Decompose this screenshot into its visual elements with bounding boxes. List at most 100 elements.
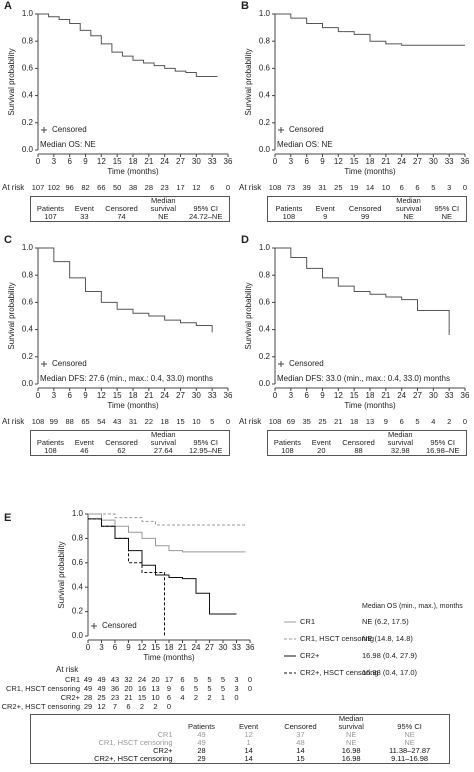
x-tick-label: 0 [273, 391, 278, 400]
x-tick-label: 27 [176, 157, 185, 166]
at-risk-value: 108 [32, 417, 45, 426]
table-cell: 9.11–16.98 [391, 754, 429, 763]
censored-legend: Censored [52, 125, 87, 134]
header-cell: Event [74, 438, 94, 447]
summary-table: Patients Event Censored Median survival 95% … [30, 196, 230, 222]
x-tick-label: 18 [366, 391, 375, 400]
x-tick-label: 12 [97, 391, 106, 400]
at-risk-value: 4 [431, 417, 435, 426]
censor-symbol [278, 127, 284, 133]
y-tick-label: 0.4 [259, 325, 271, 334]
at-risk-value: 0 [226, 417, 230, 426]
y-tick-label: 0.0 [259, 145, 271, 154]
x-tick-label: 3 [289, 391, 294, 400]
x-tick-label: 3 [289, 157, 294, 166]
at-risk-value: 24 [138, 675, 146, 684]
table-row: 108 20 88 32.98 16.98–NE [268, 447, 467, 456]
x-tick-label: 12 [138, 643, 147, 652]
y-tick-label: 0.2 [259, 118, 271, 127]
table-cell: 28 [197, 746, 206, 755]
at-risk-value: 107 [32, 183, 45, 192]
at-risk-value: 0 [463, 183, 467, 192]
table-cell: NE [404, 730, 415, 739]
table-cell: NE [403, 212, 414, 221]
x-tick-label: 15 [350, 391, 359, 400]
annotation: Median DFS: 33.0 (min., max.: 0.4, 33.0)… [277, 374, 450, 383]
table-cell: NE [345, 738, 357, 747]
x-tick-label: 15 [151, 643, 160, 652]
at-risk-value: 108 [269, 183, 282, 192]
table-cell: 108 [282, 212, 296, 221]
row-label: CR2+, HSCT censoring [94, 754, 173, 763]
header-cell: Patients [36, 438, 64, 447]
at-risk-value: 5 [415, 417, 419, 426]
header-cell: Median survival [338, 714, 364, 731]
x-tick-label: 24 [397, 157, 406, 166]
table-cell: 1 [246, 738, 251, 747]
annotation: Median OS: NE [277, 140, 333, 149]
at-risk-row-label: CR2+, HSCT censoring [2, 702, 80, 711]
header-cell: Median survival [150, 196, 177, 213]
table-cell: NE [158, 212, 169, 221]
x-tick-label: 21 [178, 643, 187, 652]
table-cell: 108 [44, 446, 57, 455]
x-tick-label: 6 [67, 391, 72, 400]
at-risk-value: 9 [384, 417, 388, 426]
at-risk-value: 38 [129, 183, 137, 192]
at-risk-value: 10 [151, 693, 159, 702]
table-row: 108 46 62 27.64 12.95–NE [31, 447, 230, 456]
at-risk-value: 49 [84, 675, 92, 684]
x-tick-label: 18 [129, 157, 138, 166]
table-header: Patients Event Censored Median survival 95% … [31, 715, 450, 732]
header-cell: Patients [273, 438, 301, 447]
at-risk-value: 18 [160, 417, 168, 426]
table-cell: 20 [317, 446, 326, 455]
at-risk-value: 36 [111, 684, 119, 693]
x-tick-label: 24 [397, 391, 406, 400]
at-risk-value: 32 [124, 675, 132, 684]
at-risk-value: 23 [111, 693, 119, 702]
at-risk-value: 3 [234, 684, 238, 693]
at-risk-value: 1 [221, 693, 225, 702]
x-tick-label: 18 [366, 157, 375, 166]
at-risk-value: 5 [207, 684, 211, 693]
at-risk-value: 39 [302, 183, 310, 192]
header-cell: 95% CI [397, 722, 422, 731]
x-tick-label: 0 [86, 643, 91, 652]
legend-label: CR2+ [300, 651, 320, 660]
at-risk-value: 4 [180, 693, 184, 702]
table-cell: 107 [44, 212, 57, 221]
legend-label: CR1, HSCT censoring [300, 634, 374, 643]
header-cell: 95% CI [430, 438, 455, 447]
at-risk-value: 88 [65, 417, 73, 426]
row-label: CR1, HSCT censoring [98, 738, 173, 747]
at-risk-value: 43 [111, 675, 119, 684]
y-tick-label: 0.0 [22, 379, 34, 388]
survival-curve [88, 518, 237, 615]
legend-median: NE (14.8, 14.8) [362, 634, 413, 643]
at-risk-value: 13 [151, 684, 159, 693]
at-risk-value: 0 [226, 183, 230, 192]
x-axis-label: Time (months) [344, 401, 396, 410]
table-cell: 108 [281, 446, 294, 455]
survival-curve [38, 247, 213, 333]
at-risk-value: 6 [180, 675, 184, 684]
header-cell: Patients [275, 204, 303, 213]
x-tick-label: 27 [413, 157, 422, 166]
x-tick-label: 12 [334, 157, 343, 166]
y-tick-label: 0.4 [22, 325, 34, 334]
at-risk-value: 28 [145, 183, 153, 192]
censored-legend: Censored [289, 359, 324, 368]
survival-curve [88, 518, 165, 636]
x-tick-label: 21 [144, 391, 153, 400]
legend-label: CR2+, HSCT censoring [300, 668, 378, 677]
header-cell: 95% CI [434, 204, 460, 213]
at-risk-value: 13 [366, 417, 374, 426]
at-risk-value: 0 [248, 684, 252, 693]
header-cell: Patients [187, 722, 216, 731]
x-tick-label: 15 [350, 157, 359, 166]
x-tick-label: 12 [97, 157, 106, 166]
at-risk-value: 5 [221, 684, 225, 693]
y-tick-label: 0.6 [259, 64, 271, 73]
y-tick-label: 0.2 [22, 118, 34, 127]
